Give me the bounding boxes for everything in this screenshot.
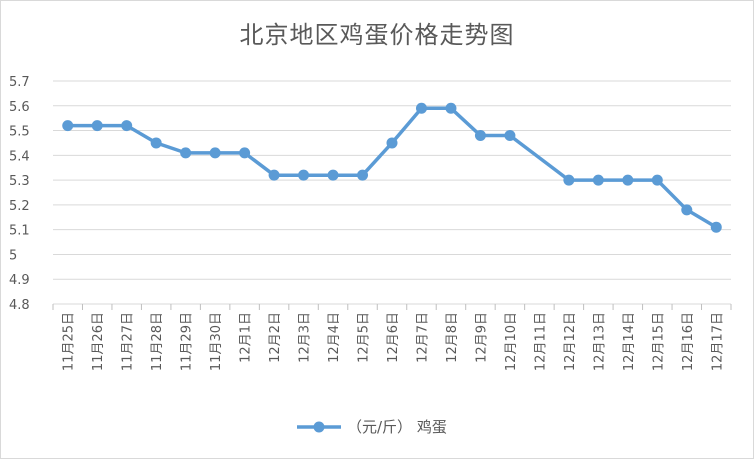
data-point [710, 221, 722, 233]
y-tick-label: 5.5 [9, 125, 30, 140]
x-tick-label: 12月17日 [710, 312, 725, 371]
y-tick-label: 5 [9, 248, 17, 263]
x-tick-label: 12月12日 [563, 312, 578, 371]
data-point [209, 147, 221, 159]
x-tick-label: 11月28日 [150, 312, 165, 371]
x-tick-label: 12月1日 [239, 312, 254, 363]
x-tick-label: 12月6日 [386, 312, 401, 363]
data-point [592, 174, 604, 186]
x-tick-label: 12月2日 [268, 312, 283, 363]
x-tick-label: 12月3日 [298, 312, 313, 363]
chart-title: 北京地区鸡蛋价格走势图 [239, 21, 515, 49]
legend-marker [313, 421, 325, 433]
x-tick-label: 11月29日 [180, 312, 195, 371]
x-tick-label: 12月15日 [651, 312, 666, 371]
x-tick-label: 12月10日 [504, 312, 519, 371]
data-point [180, 147, 192, 159]
data-point [445, 102, 457, 114]
data-point [91, 120, 103, 132]
x-tick-label: 12月8日 [445, 312, 460, 363]
data-point [504, 130, 516, 142]
data-point [62, 120, 74, 132]
y-tick-label: 5.1 [9, 224, 30, 239]
data-point [474, 130, 486, 142]
y-tick-label: 5.3 [9, 174, 30, 189]
data-point [651, 174, 663, 186]
y-tick-label: 5.6 [9, 100, 30, 115]
data-point [298, 169, 310, 181]
x-tick-label: 11月27日 [121, 312, 136, 371]
x-tick-label: 12月7日 [415, 312, 430, 363]
x-tick-label: 11月30日 [209, 312, 224, 371]
x-tick-label: 12月13日 [592, 312, 607, 371]
data-point [563, 174, 575, 186]
data-point [357, 169, 369, 181]
data-point [415, 102, 427, 114]
series-line [67, 106, 718, 229]
x-tick-label: 11月26日 [91, 312, 106, 371]
data-point [150, 137, 162, 149]
x-tick-label: 12月5日 [357, 312, 372, 363]
legend-label: （元/斤） 鸡蛋 [347, 418, 447, 436]
y-tick-label: 5.2 [9, 199, 30, 214]
data-point [386, 137, 398, 149]
x-tick-label: 12月16日 [681, 312, 696, 371]
data-point [268, 169, 280, 181]
x-tick-label: 12月9日 [474, 312, 489, 363]
data-point [239, 147, 251, 159]
x-tick-label: 12月11日 [533, 312, 548, 371]
y-tick-label: 4.8 [9, 298, 30, 313]
x-tick-label: 12月4日 [327, 312, 342, 363]
x-tick-label: 12月14日 [622, 312, 637, 371]
data-point [121, 120, 133, 132]
data-point [327, 169, 339, 181]
y-tick-label: 5.7 [9, 75, 30, 90]
data-point [681, 204, 693, 216]
y-tick-label: 4.9 [9, 273, 30, 288]
y-tick-label: 5.4 [9, 149, 30, 164]
data-point [622, 174, 634, 186]
x-tick-label: 11月25日 [62, 312, 77, 371]
